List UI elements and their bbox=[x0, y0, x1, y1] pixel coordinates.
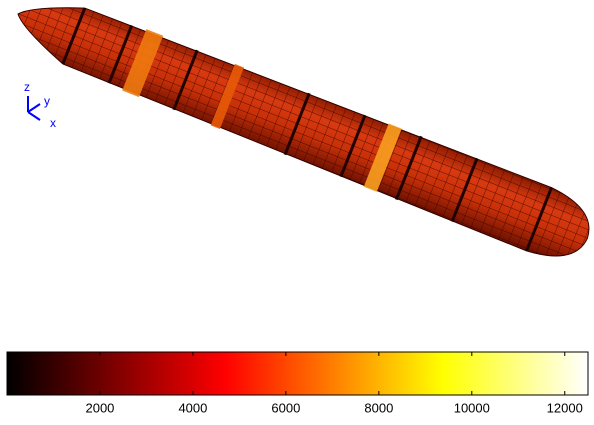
tick-label: 10000 bbox=[454, 400, 490, 415]
tick-label: 6000 bbox=[271, 400, 300, 415]
tick-label: 4000 bbox=[178, 400, 207, 415]
tick-label: 12000 bbox=[547, 400, 583, 415]
triad-label: z bbox=[24, 80, 30, 94]
triad-label: x bbox=[50, 116, 56, 130]
colorbar bbox=[6, 351, 589, 396]
tick-label: 2000 bbox=[85, 400, 114, 415]
rocket-model bbox=[17, 7, 590, 257]
axes-triad: z y x bbox=[24, 80, 56, 130]
tick-label: 8000 bbox=[364, 400, 393, 415]
triad-label: y bbox=[44, 94, 50, 108]
